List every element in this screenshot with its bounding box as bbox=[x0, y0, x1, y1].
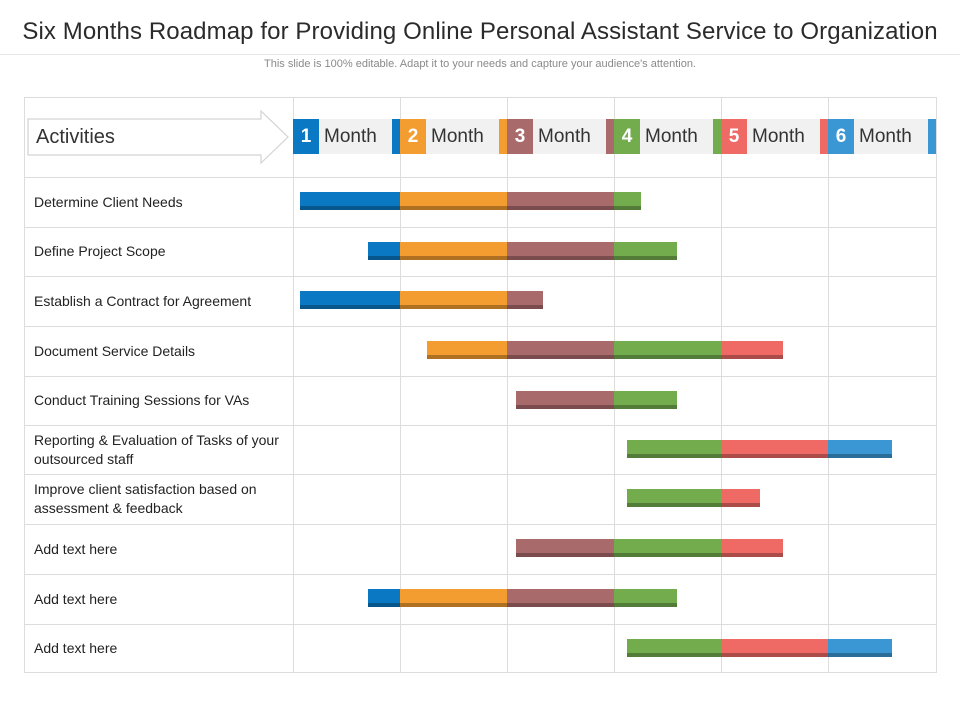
month-header-cell: 6 Month bbox=[828, 119, 928, 154]
grid-column-line bbox=[507, 97, 508, 673]
month-number-badge: 6 bbox=[828, 119, 854, 154]
activity-label: Determine Client Needs bbox=[34, 193, 183, 210]
month-label: Month bbox=[859, 126, 912, 147]
month-color-tab bbox=[713, 119, 721, 154]
grid-column-line bbox=[293, 97, 294, 673]
month-number-badge: 4 bbox=[614, 119, 640, 154]
activity-label: Document Service Details bbox=[34, 342, 196, 359]
grid-column-line bbox=[721, 97, 722, 673]
grid-row-line bbox=[24, 177, 937, 178]
activities-header: Activities bbox=[36, 126, 115, 148]
activity-label: Conduct Training Sessions for VAs bbox=[34, 392, 250, 408]
month-number-badge: 2 bbox=[400, 119, 426, 154]
grid-column-line bbox=[828, 97, 829, 673]
month-color-tab bbox=[499, 119, 507, 154]
month-header-cell: 1 Month bbox=[293, 119, 392, 154]
grid-row-line bbox=[24, 376, 937, 377]
grid-row-line bbox=[24, 624, 937, 625]
activity-label: Define Project Scope bbox=[34, 243, 166, 259]
month-label: Month bbox=[324, 126, 377, 147]
month-header-cell: 2 Month bbox=[400, 119, 499, 154]
activity-label: Improve client satisfaction based on ass… bbox=[34, 481, 257, 516]
title-divider bbox=[0, 54, 960, 55]
grid-row-line bbox=[24, 425, 937, 426]
month-header-cell: 4 Month bbox=[614, 119, 713, 154]
grid-row-line bbox=[24, 326, 937, 327]
month-header-cell: 5 Month bbox=[721, 119, 820, 154]
activity-label: Establish a Contract for Agreement bbox=[34, 292, 252, 309]
activity-label: Add text here bbox=[34, 540, 118, 557]
month-label: Month bbox=[538, 126, 591, 147]
grid-column-line bbox=[614, 97, 615, 673]
month-color-tab bbox=[392, 119, 400, 154]
month-header-cell: 3 Month bbox=[507, 119, 606, 154]
month-label: Month bbox=[752, 126, 805, 147]
activities-arrow-shape bbox=[27, 110, 289, 164]
slide-title: Six Months Roadmap for Providing Online … bbox=[22, 18, 938, 45]
grid-row-line bbox=[24, 227, 937, 228]
activity-label: Reporting & Evaluation of Tasks of your … bbox=[34, 431, 279, 467]
month-color-tab bbox=[928, 119, 936, 154]
grid-row-line bbox=[24, 474, 937, 475]
slide-subtitle: This slide is 100% editable. Adapt it to… bbox=[264, 58, 696, 70]
month-label: Month bbox=[431, 126, 484, 147]
roadmap-grid bbox=[24, 97, 937, 673]
month-number-badge: 5 bbox=[721, 119, 747, 154]
activity-label: Add text here bbox=[34, 640, 118, 656]
grid-row-line bbox=[24, 524, 937, 525]
activity-label: Add text here bbox=[34, 590, 118, 607]
grid-row-line bbox=[24, 276, 937, 277]
grid-row-line bbox=[24, 574, 937, 575]
month-color-tab bbox=[606, 119, 614, 154]
month-number-badge: 1 bbox=[293, 119, 319, 154]
grid-column-line bbox=[400, 97, 401, 673]
month-number-badge: 3 bbox=[507, 119, 533, 154]
month-color-tab bbox=[820, 119, 828, 154]
month-label: Month bbox=[645, 126, 698, 147]
